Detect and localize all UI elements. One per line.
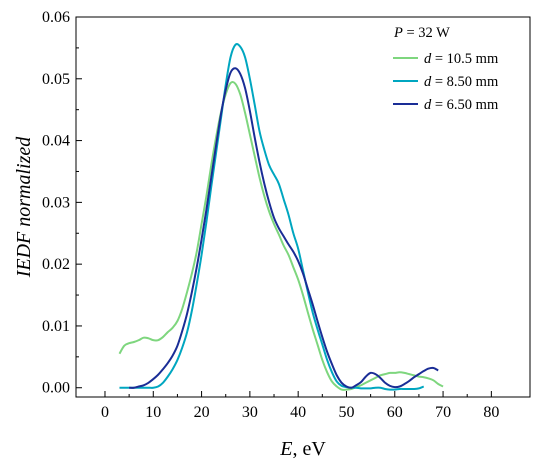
legend-title-value: = 32 W — [403, 25, 450, 41]
x-tick-label: 0 — [101, 404, 109, 421]
axis-ticks: 0 10 20 30 40 50 60 70 80 0.00 0.01 0.02 0.03 0.04 0.0… — [42, 9, 499, 421]
legend: P = 32 Wd = 10.5 mmd = 8.50 mmd = 6.50 m… — [393, 25, 499, 113]
y-tick-label: 0.06 — [42, 9, 70, 26]
y-tick-label: 0.05 — [42, 71, 70, 88]
x-axis-label-unit: , eV — [292, 438, 326, 460]
legend-entry-value: = 10.5 mm — [431, 51, 499, 67]
y-tick-label: 0.00 — [42, 380, 70, 397]
y-tick-label: 0.04 — [42, 133, 70, 150]
x-axis-label: E, eV — [279, 438, 326, 460]
series-line-d-6-50mm — [129, 67, 439, 389]
series-line-d-8-50mm — [119, 43, 425, 391]
legend-entry-symbol: d — [424, 51, 432, 67]
legend-title-symbol: P — [393, 25, 403, 41]
x-tick-label: 80 — [483, 404, 499, 421]
x-tick-label: 10 — [145, 404, 161, 421]
legend-entry-1: d = 8.50 mm — [424, 74, 499, 90]
legend-entry-symbol: d — [424, 97, 432, 113]
x-tick-label: 70 — [435, 404, 451, 421]
y-tick-label: 0.01 — [42, 318, 70, 335]
x-tick-label: 40 — [290, 404, 306, 421]
plot-frame — [75, 16, 531, 398]
legend-entry-2: d = 6.50 mm — [424, 97, 499, 113]
y-axis-label: IEDF normalized — [13, 136, 35, 279]
legend-entry-0: d = 10.5 mm — [424, 51, 499, 67]
legend-entry-value: = 6.50 mm — [431, 97, 499, 113]
x-tick-label: 30 — [242, 404, 258, 421]
series-line-d-10-5mm — [118, 81, 444, 391]
x-tick-label: 60 — [387, 404, 403, 421]
legend-title: P = 32 W — [393, 25, 450, 41]
x-tick-label: 50 — [338, 404, 354, 421]
series-group — [118, 43, 444, 391]
y-tick-label: 0.03 — [42, 194, 70, 211]
y-tick-label: 0.02 — [42, 256, 70, 273]
x-tick-label: 20 — [194, 404, 210, 421]
x-axis-label-symbol: E — [279, 438, 292, 460]
legend-entry-value: = 8.50 mm — [431, 74, 499, 90]
legend-entry-symbol: d — [424, 74, 432, 90]
